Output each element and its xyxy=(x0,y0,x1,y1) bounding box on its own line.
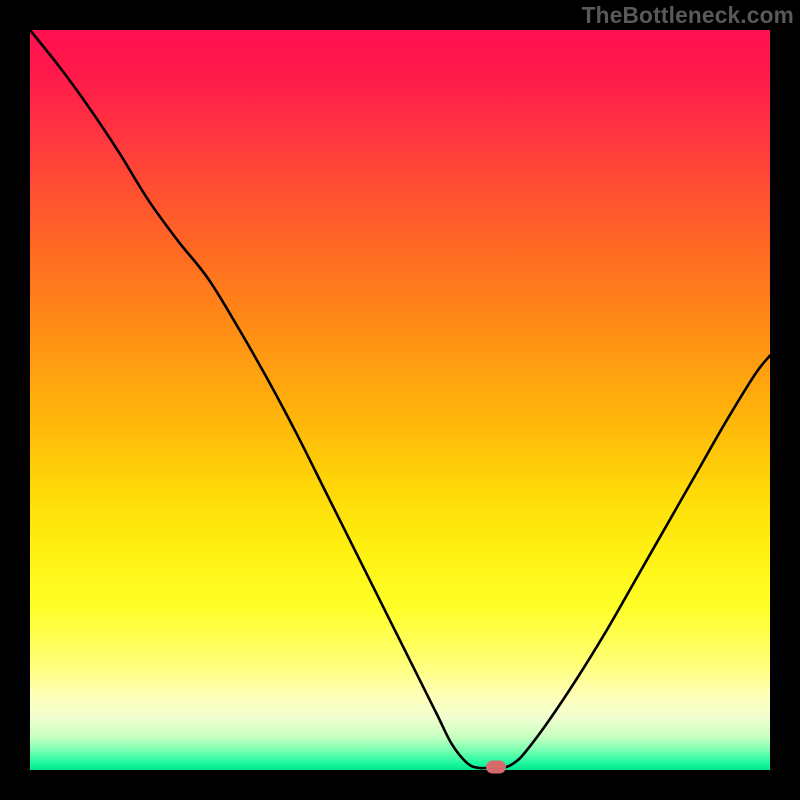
watermark-text: TheBottleneck.com xyxy=(582,2,794,29)
optimal-point-marker xyxy=(486,761,506,774)
gradient-background xyxy=(30,30,770,770)
chart-container: TheBottleneck.com xyxy=(0,0,800,800)
plot-area xyxy=(30,30,770,770)
